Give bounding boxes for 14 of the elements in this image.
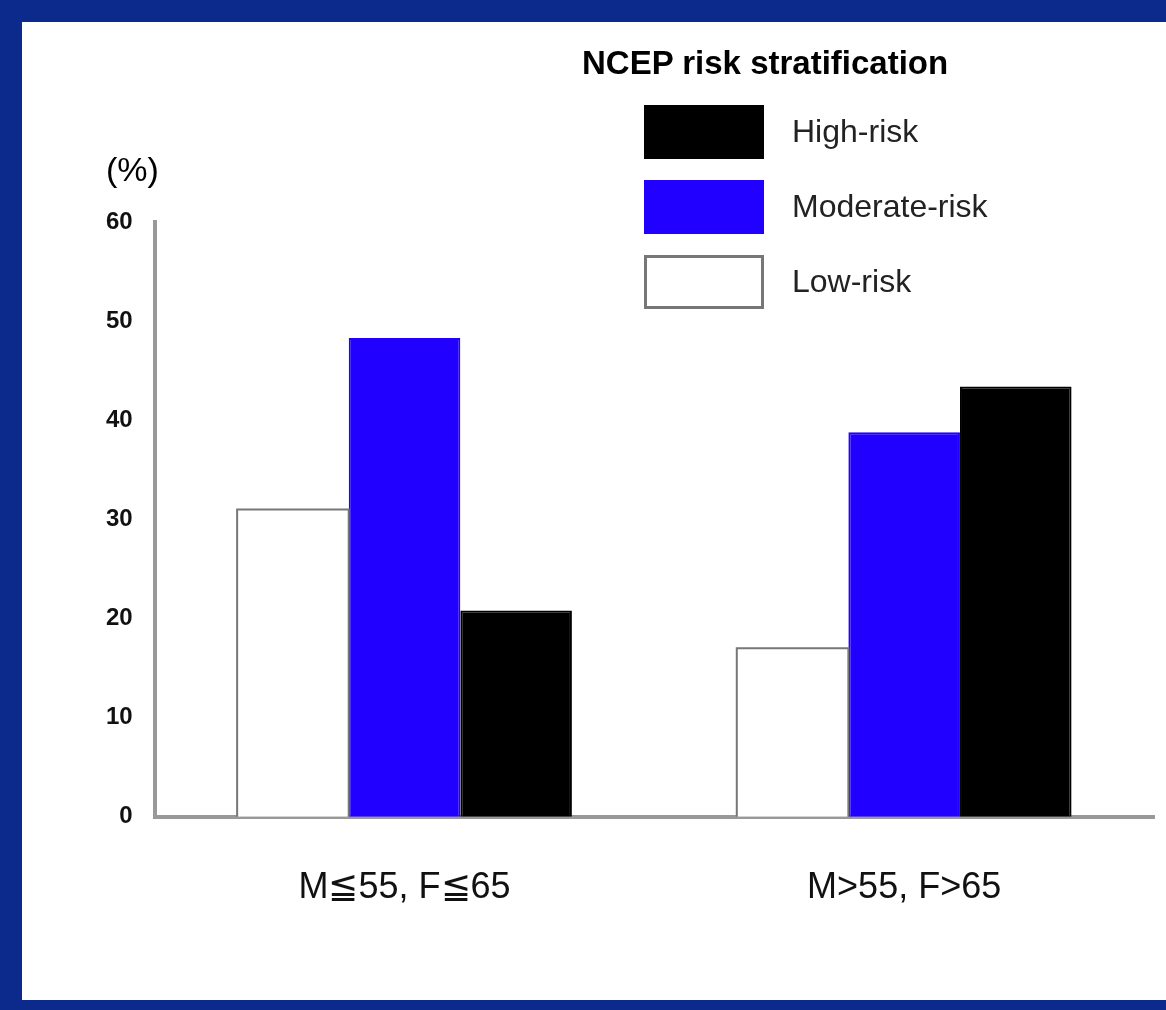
y-axis-title: (%) bbox=[106, 150, 159, 189]
y-tick-label: 10 bbox=[105, 702, 133, 730]
legend-label: Low-risk bbox=[792, 263, 912, 300]
legend-label: Moderate-risk bbox=[792, 188, 988, 225]
y-tick-label: 30 bbox=[105, 504, 133, 532]
y-tick-label: 50 bbox=[105, 305, 133, 333]
y-tick-label: 0 bbox=[119, 801, 133, 829]
legend-title: NCEP risk stratification bbox=[582, 44, 950, 82]
x-tick-label: M>55, F>65 bbox=[807, 865, 1002, 907]
x-tick-label: M≦55, F≦65 bbox=[298, 865, 511, 907]
legend-label: High-risk bbox=[792, 113, 919, 150]
y-tick-label: 20 bbox=[105, 603, 133, 631]
y-tick-label: 60 bbox=[105, 206, 133, 234]
y-tick-label: 40 bbox=[105, 404, 133, 432]
